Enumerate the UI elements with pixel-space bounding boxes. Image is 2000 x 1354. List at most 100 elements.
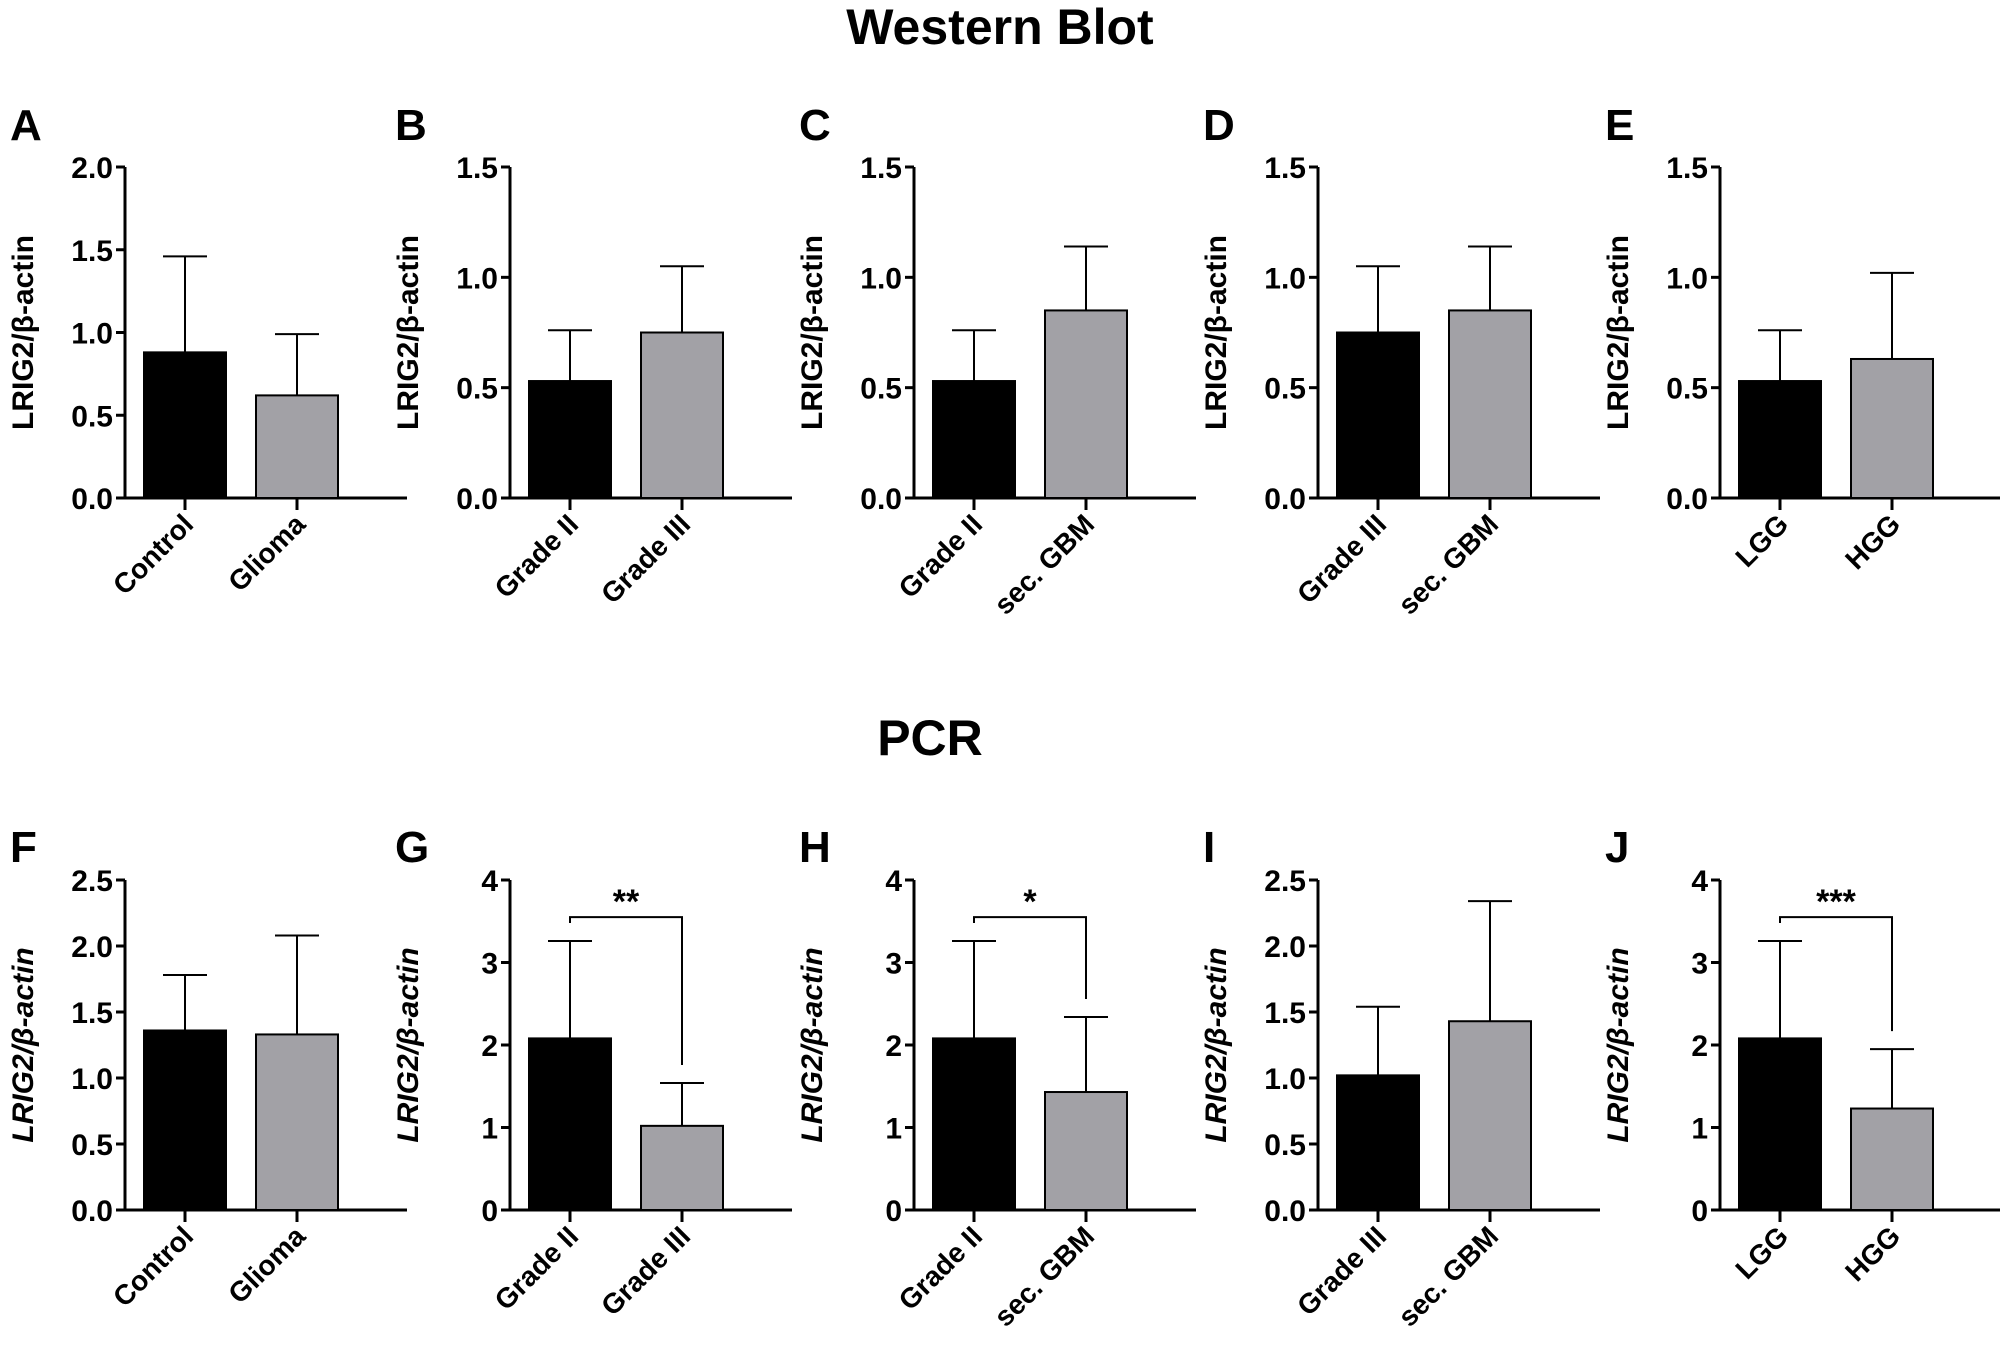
panel-j: J LRIG2/β-actin 0 1 2 3 4 LGG HGG ***	[1602, 823, 2000, 1287]
panel-f: F LRIG2/β-actin 0.0 0.5 1.0 1.5 2.0 2.5 Control G…	[7, 823, 407, 1313]
x-tick-label: Control	[107, 1220, 199, 1312]
y-tick-label: 2.0	[1264, 931, 1306, 964]
y-tick-label: 1.5	[1264, 152, 1306, 185]
significance-label: **	[613, 883, 640, 921]
panel-h: H LRIG2/β-actin 0 1 2 3 4 Grade II sec. GBM *	[796, 823, 1196, 1332]
panel-letter: G	[395, 823, 429, 872]
x-tick-label: HGG	[1839, 1220, 1906, 1287]
y-tick-label: 0.5	[1666, 373, 1708, 406]
bar-grade-ii	[528, 1037, 612, 1212]
y-tick-label: 1.0	[1264, 1063, 1306, 1096]
section-title-western-blot: Western Blot	[846, 0, 1154, 55]
y-tick-label: 0.0	[71, 483, 113, 516]
y-axis-label: LRIG2/β-actin	[796, 947, 829, 1142]
x-tick-label: Grade III	[595, 1220, 696, 1321]
y-tick-label: 0.0	[1264, 1195, 1306, 1228]
y-tick-label: 2	[885, 1030, 902, 1063]
x-tick-label: Glioma	[222, 508, 311, 597]
panel-letter: C	[799, 101, 831, 150]
y-tick-label: 1	[1691, 1113, 1708, 1146]
y-tick-label: 0.0	[1666, 483, 1708, 516]
significance-label: *	[1023, 883, 1037, 921]
y-axis-label: LRIG2/β-actin	[1200, 947, 1233, 1142]
x-tick-label: sec. GBM	[1392, 1220, 1504, 1332]
bar-lgg	[1738, 380, 1822, 499]
bar-control	[143, 1029, 227, 1211]
panel-e: E LRIG2/β-actin 0.0 0.5 1.0 1.5 LGG HGG	[1602, 101, 2000, 575]
y-axis-label: LRIG2/β-actin	[392, 235, 425, 430]
significance-label: ***	[1816, 883, 1856, 921]
bar-grade-ii	[932, 1037, 1016, 1212]
y-tick-label: 1.0	[71, 318, 113, 351]
y-tick-label: 0.0	[71, 1195, 113, 1228]
x-tick-label: Grade II	[489, 1220, 585, 1316]
x-tick-label: LGG	[1729, 508, 1794, 573]
y-tick-label: 0.0	[1264, 483, 1306, 516]
panel-letter: H	[799, 823, 831, 872]
significance-bracket	[1779, 916, 1893, 1032]
y-tick-label: 2.0	[71, 152, 113, 185]
bar-control	[143, 351, 227, 499]
y-axis-label: LRIG2/β-actin	[1602, 947, 1635, 1142]
panel-b: B LRIG2/β-actin 0.0 0.5 1.0 1.5 Grade II Grade …	[392, 101, 792, 609]
y-axis-label: LRIG2/β-actin	[392, 947, 425, 1142]
x-tick-label: LGG	[1729, 1220, 1794, 1285]
y-tick-label: 1.5	[456, 152, 498, 185]
y-tick-label: 4	[481, 865, 498, 898]
y-tick-label: 3	[885, 948, 902, 981]
bar-hgg	[1850, 357, 1934, 500]
bar-sec-gbm	[1044, 309, 1128, 499]
y-axis-label: LRIG2/β-actin	[7, 235, 40, 430]
panel-letter: E	[1605, 101, 1634, 150]
y-tick-label: 0	[481, 1195, 498, 1228]
y-axis-label: LRIG2/β-actin	[1602, 235, 1635, 430]
y-tick-label: 0.5	[71, 400, 113, 433]
y-tick-label: 3	[1691, 948, 1708, 981]
y-tick-label: 1.0	[456, 262, 498, 295]
bar-glioma	[255, 394, 339, 500]
bar-hgg	[1850, 1107, 1934, 1212]
y-tick-label: 1.5	[71, 997, 113, 1030]
bar-lgg	[1738, 1037, 1822, 1212]
bar-grade-iii	[640, 1124, 724, 1211]
y-tick-label: 4	[1691, 865, 1708, 898]
panel-letter: J	[1605, 823, 1629, 872]
y-tick-label: 1.5	[71, 235, 113, 268]
y-axis-label: LRIG2/β-actin	[796, 235, 829, 430]
y-tick-label: 0.0	[860, 483, 902, 516]
y-tick-label: 1.0	[71, 1063, 113, 1096]
y-tick-label: 0.5	[1264, 1129, 1306, 1162]
x-tick-label: Glioma	[222, 1220, 311, 1309]
x-tick-label: Grade III	[1291, 1220, 1392, 1321]
y-tick-label: 0	[1691, 1195, 1708, 1228]
x-tick-label: Grade III	[1291, 508, 1392, 609]
panel-d: D LRIG2/β-actin 0.0 0.5 1.0 1.5 Grade III sec. …	[1200, 101, 1600, 620]
bar-glioma	[255, 1033, 339, 1211]
y-tick-label: 2.0	[71, 931, 113, 964]
x-tick-label: Grade III	[595, 508, 696, 609]
y-tick-label: 1.5	[1264, 997, 1306, 1030]
y-tick-label: 1.0	[1666, 262, 1708, 295]
bar-grade-iii	[640, 331, 724, 499]
significance-bracket	[569, 916, 683, 1065]
bar-sec-gbm	[1448, 1020, 1532, 1211]
y-tick-label: 2.5	[1264, 865, 1306, 898]
y-tick-label: 2	[481, 1030, 498, 1063]
panel-letter: F	[10, 823, 37, 872]
significance-bracket	[973, 916, 1087, 999]
panel-g: G LRIG2/β-actin 0 1 2 3 4 Grade II Grade III **	[392, 823, 792, 1321]
panel-letter: A	[10, 101, 42, 150]
y-tick-label: 0.5	[71, 1129, 113, 1162]
y-tick-label: 0	[885, 1195, 902, 1228]
y-tick-label: 4	[885, 865, 902, 898]
x-tick-label: Control	[107, 508, 199, 600]
y-tick-label: 1.5	[860, 152, 902, 185]
panel-a: A LRIG2/β-actin 0.0 0.5 1.0 1.5 2.0 Control Glio…	[7, 101, 407, 601]
panel-c: C LRIG2/β-actin 0.0 0.5 1.0 1.5 Grade II sec. G…	[796, 101, 1196, 620]
bar-grade-ii	[528, 380, 612, 499]
y-tick-label: 0.0	[456, 483, 498, 516]
y-axis-label: LRIG2/β-actin	[7, 947, 40, 1142]
y-tick-label: 3	[481, 948, 498, 981]
bar-sec-gbm	[1044, 1091, 1128, 1212]
